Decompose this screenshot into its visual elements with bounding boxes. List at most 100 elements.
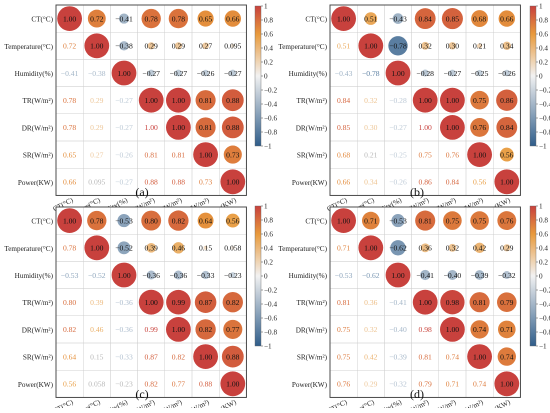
cell-value-label: 0.82 [63,325,76,334]
cell-value-label: 0.39 [90,298,103,307]
correlation-circle [497,292,517,312]
cell-value-label: 0.51 [337,42,350,51]
cell-value-label: −0.23 [115,380,133,389]
cell-value-label: −0.53 [115,216,133,225]
correlation-circle [331,208,356,234]
correlation-circle [358,235,384,261]
panel-4: CT(°C) Temperature(°C) Humidity(%) TR(W/m²)… [278,203,550,413]
correlation-circle [119,41,129,51]
colorbar-tick-label: −0.6 [539,115,550,123]
correlation-circle [229,69,237,77]
cell-value-label: 0.84 [337,96,350,105]
cell-value-label: 0.81 [199,123,212,132]
correlation-circle [497,347,516,366]
cell-value-label: 0.32 [446,244,459,253]
correlation-circle [84,235,110,261]
row-label: DR(W/m²) [22,124,54,132]
correlation-circle [194,291,217,313]
cell-value-label: 0.32 [364,96,377,105]
cell-value-label: 0.88 [145,178,158,187]
cell-value-label: 0.29 [172,42,185,51]
correlation-circle [412,87,438,113]
cell-value-label: 0.72 [90,14,103,23]
cell-value-label: 0.85 [337,123,350,132]
correlation-circle [469,292,490,313]
column-label: CT(°C) [326,398,349,408]
correlation-circle [146,270,156,280]
cell-value-label: −0.62 [362,271,380,280]
correlation-circle [230,245,235,250]
correlation-circle [147,69,155,77]
cell-value-label: 0.51 [364,14,377,23]
cell-value-label: 1.00 [473,352,486,361]
colorbar-tick-label: −1 [539,343,547,351]
row-label: SR(W/m²) [23,152,54,160]
row-label: Temperature(°C) [4,245,53,253]
cell-value-label: 0.66 [500,14,513,23]
correlation-circle [223,319,243,339]
cell-value-label: 0.81 [473,298,486,307]
row-label: Power(KW) [292,381,328,389]
cell-value-label: 0.76 [337,380,350,389]
row-label: SR(W/m²) [297,152,328,160]
row-label: Temperature(°C) [4,43,53,51]
cell-value-label: −0.52 [88,271,106,280]
correlation-circle [476,43,483,49]
cell-value-label: −0.38 [115,42,133,51]
correlation-circle [388,36,408,56]
correlation-circle [440,290,465,315]
cell-value-label: 1.00 [172,325,185,334]
cell-value-label: 0.99 [172,298,185,307]
row-label: SR(W/m²) [297,354,328,362]
correlation-circle [195,117,216,138]
colorbar-tick-label: −0.8 [539,329,550,337]
cell-value-label: 0.81 [199,96,212,105]
colorbar-tick-label: 0 [539,273,543,281]
cell-value-label: 0.56 [473,178,486,187]
cell-value-label: −0.53 [61,271,79,280]
cell-value-label: 1.00 [145,96,158,105]
cell-value-label: 0.36 [419,244,432,253]
column-label: DR(W/m²) [426,398,458,408]
correlation-circle [470,211,489,230]
panel-label: (a) [135,185,148,199]
correlation-circle [111,60,137,86]
cell-value-label: −0.27 [142,69,160,78]
colorbar-tick-label: −0.4 [539,301,550,309]
cell-value-label: 0.82 [145,380,158,389]
cell-value-label: 0.76 [446,150,459,159]
cell-value-label: 1.00 [419,298,432,307]
cell-value-label: −0.26 [115,150,133,159]
cell-value-label: 1.00 [446,96,459,105]
correlation-circle [117,241,131,255]
cell-value-label: −0.39 [471,271,489,280]
cell-value-label: 0.88 [226,123,239,132]
correlation-circle [193,344,219,369]
correlation-circle [421,69,429,77]
correlation-circle [84,33,110,59]
cell-value-label: 1.00 [199,352,212,361]
cell-value-label: 1.00 [473,150,486,159]
correlation-circle [497,211,517,231]
row-label: SR(W/m²) [23,354,54,362]
cell-value-label: 0.56 [63,380,76,389]
colorbar-tick-label: 0.4 [539,45,548,53]
colorbar-tick-label: −0.4 [264,301,277,309]
column-label: CT(°C) [52,398,75,408]
correlation-circle [223,145,242,164]
cell-value-label: −0.39 [389,352,407,361]
cell-value-label: 0.29 [364,380,377,389]
cell-value-label: 0.79 [419,380,432,389]
colorbar-tick-label: 0.6 [539,31,548,39]
correlation-circle [470,90,489,110]
row-label: Temperature(°C) [278,43,327,51]
correlation-circle [364,12,378,25]
cell-value-label: 0.095 [224,42,241,51]
cell-value-label: 0.71 [500,325,513,334]
cell-value-label: 0.30 [446,42,459,51]
cell-value-label: 1.00 [172,96,185,105]
cell-value-label: 0.46 [172,244,185,253]
correlation-circle [503,244,511,252]
colorbar-tick-label: 1 [264,203,268,211]
cell-value-label: 0.76 [500,216,513,225]
